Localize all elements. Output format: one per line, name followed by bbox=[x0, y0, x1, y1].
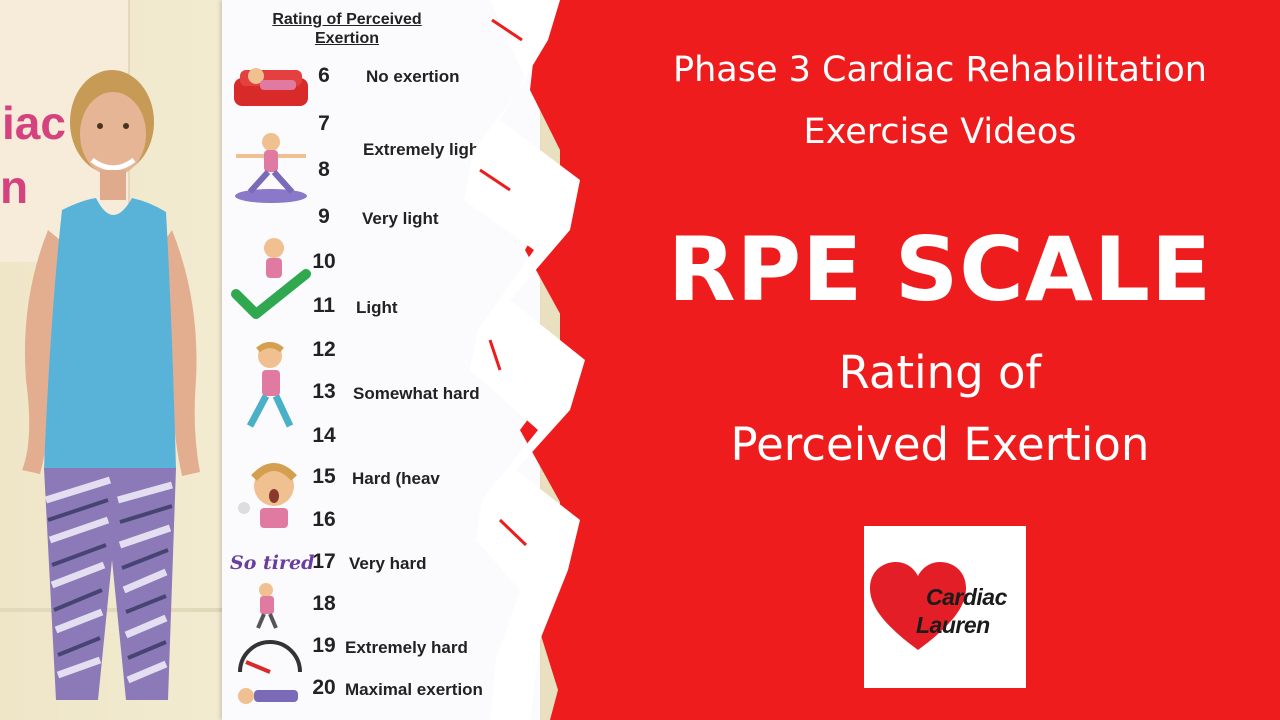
rpe-number: 16 bbox=[312, 508, 336, 531]
stretching-person-icon bbox=[235, 133, 307, 203]
brush-stroke-divider bbox=[464, 0, 630, 720]
rpe-row: 7 bbox=[222, 112, 540, 142]
tired-face-icon bbox=[238, 463, 297, 528]
subtitle-line-1: Phase 3 Cardiac Rehabilitation bbox=[673, 50, 1207, 90]
rpe-description: Extremely ligh bbox=[363, 140, 480, 159]
hunched-person-icon bbox=[256, 583, 278, 629]
rpe-row: 16 bbox=[222, 508, 540, 538]
rpe-number: 11 bbox=[312, 294, 336, 317]
fuel-gauge-icon bbox=[238, 640, 302, 674]
rpe-number: 7 bbox=[318, 112, 330, 135]
rpe-row: Extremely ligh bbox=[222, 138, 540, 168]
description-line-1: Rating of bbox=[838, 346, 1042, 399]
rpe-description: Very hard bbox=[349, 554, 427, 573]
rpe-row: 17 Very hard bbox=[222, 550, 540, 580]
sofa-icon bbox=[234, 68, 308, 106]
poster-title: Rating of Perceived Exertion bbox=[252, 10, 442, 48]
description-line-2: Perceived Exertion bbox=[730, 418, 1150, 471]
wall-sign-text-2: n bbox=[0, 161, 29, 213]
rpe-number: 9 bbox=[318, 205, 330, 228]
checkmark-icon bbox=[231, 238, 311, 319]
rpe-row: 9 Very light bbox=[222, 205, 540, 235]
rpe-description: Maximal exertion bbox=[345, 680, 483, 699]
rpe-row: 18 bbox=[222, 592, 540, 622]
cardiac-lauren-logo: Cardiac Lauren bbox=[864, 526, 1026, 688]
rpe-row: 14 bbox=[222, 424, 540, 454]
rpe-row: 19 Extremely hard bbox=[222, 634, 540, 664]
rpe-number: 14 bbox=[312, 424, 336, 447]
rpe-number: 12 bbox=[312, 338, 336, 361]
rpe-description: No exertion bbox=[366, 67, 460, 86]
rpe-description: Somewhat hard bbox=[353, 384, 480, 403]
rpe-number: 6 bbox=[318, 64, 330, 87]
rpe-description: Light bbox=[356, 298, 398, 317]
rpe-row: 13 Somewhat hard bbox=[222, 380, 540, 410]
heart-icon bbox=[870, 562, 966, 650]
main-title: RPE SCALE bbox=[667, 218, 1213, 321]
rpe-number: 19 bbox=[312, 634, 336, 657]
collapsed-person-icon bbox=[238, 688, 298, 704]
rpe-row: 11 Light bbox=[222, 294, 540, 324]
rpe-number: 13 bbox=[312, 380, 336, 403]
rpe-description: Hard (heav bbox=[352, 469, 440, 488]
subtitle-line-2: Exercise Videos bbox=[803, 112, 1077, 152]
poster-title-line-1: Rating of Perceived bbox=[272, 11, 422, 28]
rpe-row: 6 No exertion bbox=[222, 64, 540, 94]
rpe-row: 8 bbox=[222, 158, 540, 188]
logo-text-line-1: Cardiac bbox=[926, 584, 1007, 610]
rpe-description: Very light bbox=[362, 209, 439, 228]
rpe-number: 8 bbox=[318, 158, 330, 181]
logo-text-line-2: Lauren bbox=[916, 612, 990, 638]
rpe-row: 12 bbox=[222, 338, 540, 368]
rpe-number: 10 bbox=[312, 250, 336, 273]
instructor-figure bbox=[22, 70, 200, 700]
wall-sign-text-1: iac bbox=[2, 97, 66, 149]
rpe-number: 15 bbox=[312, 465, 336, 488]
so-tired-label: So tired bbox=[230, 552, 315, 574]
running-person-icon bbox=[246, 342, 294, 428]
rpe-row: 15 Hard (heav bbox=[222, 465, 540, 495]
rpe-number: 20 bbox=[312, 676, 336, 699]
rpe-description: Extremely hard bbox=[345, 638, 468, 657]
rpe-row: 10 bbox=[222, 250, 540, 280]
rpe-number: 17 bbox=[312, 550, 336, 573]
poster-title-line-2: Exertion bbox=[314, 30, 379, 47]
rpe-number: 18 bbox=[312, 592, 336, 615]
rpe-row: 20 Maximal exertion bbox=[222, 676, 540, 706]
